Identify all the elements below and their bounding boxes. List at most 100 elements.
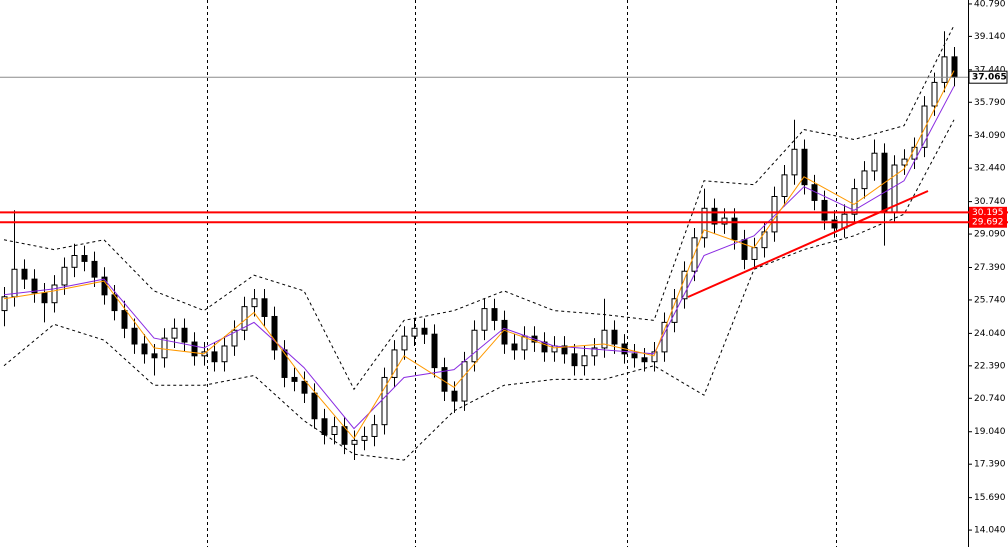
candle-body (61, 266, 68, 286)
candle-body (101, 276, 108, 296)
y-tick-label: 35.790 (974, 98, 1006, 108)
y-tick-label: 20.740 (974, 394, 1006, 404)
y-tick-label: 15.690 (974, 493, 1006, 503)
candle-body (641, 357, 648, 363)
y-tick-label: 24.040 (974, 329, 1006, 339)
candle-body (261, 298, 268, 317)
candle-body (211, 351, 218, 363)
candle-body (411, 327, 418, 337)
candle-body (401, 335, 408, 351)
candle-body (851, 188, 858, 215)
candle-body (931, 81, 938, 107)
candle-body (631, 353, 638, 359)
candle-body (51, 284, 58, 304)
candle-body (31, 278, 38, 294)
candle-body (731, 217, 738, 241)
candle-body (231, 329, 238, 347)
candle-body (711, 207, 718, 225)
candle-body (841, 213, 848, 229)
candle-body (801, 148, 808, 186)
trend-line (687, 190, 929, 298)
y-tick-label: 40.790 (974, 0, 1006, 9)
candle-body (481, 308, 488, 331)
candle-body (551, 345, 558, 353)
level-box (969, 206, 1007, 218)
y-tick-label: 34.090 (974, 131, 1006, 141)
overlay-line (3, 119, 955, 461)
y-tick-label: 29.090 (974, 230, 1006, 240)
candle-body (361, 435, 368, 441)
candle-body (421, 327, 428, 335)
level-label: 29.692 (972, 218, 1004, 228)
candle-body (941, 56, 948, 83)
candle-body (331, 426, 338, 435)
y-tick-label: 32.440 (974, 164, 1006, 174)
candle-body (121, 310, 128, 329)
candle-body (41, 292, 48, 304)
candle-body (451, 390, 458, 402)
overlay-line (3, 25, 955, 391)
y-tick-label: 22.390 (974, 361, 1006, 371)
candle-body (191, 341, 198, 357)
candle-body (601, 329, 608, 349)
candle-body (511, 343, 518, 351)
current-price-box (968, 70, 1008, 84)
candle-body (611, 329, 618, 345)
y-tick-label: 39.140 (974, 32, 1006, 42)
candle-body (561, 345, 568, 355)
candle-body (781, 174, 788, 197)
candle-body (591, 347, 598, 357)
candle-body (791, 148, 798, 176)
candle-body (391, 349, 398, 378)
candle-body (831, 219, 838, 229)
candle-body (581, 355, 588, 367)
candle-body (181, 327, 188, 343)
level-label: 30.195 (972, 208, 1004, 218)
candle-body (921, 105, 928, 148)
candle-body (571, 353, 578, 367)
candle-body (311, 392, 318, 420)
overlay-line (3, 86, 955, 430)
candle-body (171, 327, 178, 339)
candle-body (271, 315, 278, 351)
candle-body (351, 439, 358, 445)
candle-body (81, 255, 88, 262)
candle-body (491, 308, 498, 321)
candle-body (751, 247, 758, 260)
candle-body (861, 170, 868, 190)
candle-body (91, 260, 98, 278)
candle-body (741, 239, 748, 260)
candle-body (301, 380, 308, 394)
candle-body (71, 255, 78, 268)
candle-body (11, 268, 18, 298)
overlay-line (3, 70, 955, 440)
y-tick-label: 14.040 (974, 526, 1006, 536)
level-box (969, 216, 1007, 228)
candle-body (141, 343, 148, 355)
candle-body (21, 268, 28, 280)
y-tick-label: 37.440 (974, 65, 1006, 75)
y-tick-label: 30.740 (974, 197, 1006, 207)
y-tick-label: 25.740 (974, 295, 1006, 305)
candle-body (221, 345, 228, 363)
candle-body (291, 376, 298, 382)
candle-body (461, 361, 468, 402)
current-price-label: 37.065 (972, 73, 1007, 83)
candle-body (1, 296, 8, 312)
candle-body (431, 333, 438, 369)
candle-body (321, 418, 328, 435)
candle-body (471, 329, 478, 363)
candle-body (521, 335, 528, 351)
y-tick-label: 19.040 (974, 427, 1006, 437)
y-tick-label: 27.390 (974, 263, 1006, 273)
candle-body (131, 327, 138, 345)
candle-body (151, 353, 158, 359)
candle-body (371, 424, 378, 437)
candle-body (381, 376, 388, 426)
candle-body (161, 337, 168, 359)
candle-body (541, 341, 548, 353)
candle-body (821, 199, 828, 221)
candle-body (761, 231, 768, 249)
